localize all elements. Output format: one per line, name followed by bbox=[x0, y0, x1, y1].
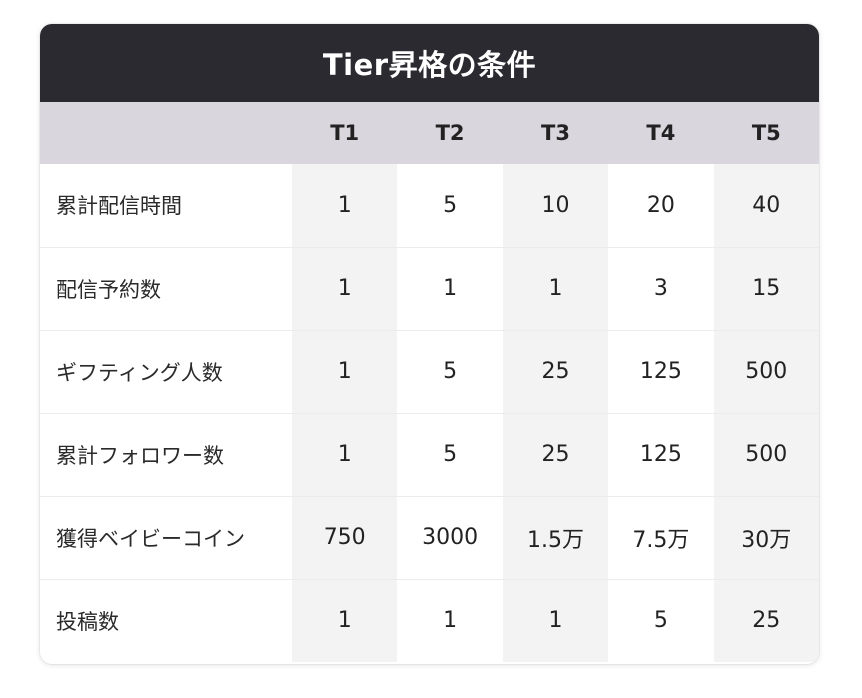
cell-t3: 1 bbox=[502, 247, 609, 330]
row-label: ギフティング人数 bbox=[56, 360, 223, 385]
header-tier-t4: T4 bbox=[646, 121, 676, 145]
cell-t4: 125 bbox=[639, 359, 682, 384]
cell-t5: 500 bbox=[713, 330, 819, 413]
cell-t4: 7.5万 bbox=[632, 527, 690, 553]
cell-t2: 5 bbox=[443, 442, 458, 467]
header-tier-t2: T2 bbox=[435, 121, 465, 145]
cell-t2: 5 bbox=[443, 192, 458, 218]
cell-t5: 40 bbox=[713, 164, 819, 247]
tier-conditions-table: T1 T2 T3 T4 T5 累計配信時間 1 5 10 20 40 配信予約数… bbox=[40, 102, 819, 662]
tier-conditions-card: Tier昇格の条件 T1 T2 T3 T4 T5 累計配信時間 1 5 10 2… bbox=[40, 24, 819, 664]
table-row: 獲得ベイビーコイン 750 3000 1.5万 7.5万 30万 bbox=[40, 496, 819, 579]
cell-t1: 1 bbox=[292, 579, 398, 662]
header-tier-t5: T5 bbox=[751, 121, 781, 145]
header-corner-cell bbox=[40, 102, 292, 164]
row-label: 累計配信時間 bbox=[56, 194, 182, 219]
header-tier-t3: T3 bbox=[541, 121, 570, 145]
cell-t2: 1 bbox=[443, 608, 458, 634]
cell-t5: 30万 bbox=[713, 496, 819, 579]
table-row: 累計フォロワー数 1 5 25 125 500 bbox=[40, 413, 819, 496]
cell-t1: 1 bbox=[292, 164, 398, 247]
table-row: ギフティング人数 1 5 25 125 500 bbox=[40, 330, 819, 413]
cell-t1: 1 bbox=[292, 330, 398, 413]
cell-t2: 3000 bbox=[422, 525, 479, 550]
row-label: 投稿数 bbox=[56, 609, 119, 634]
cell-t2: 5 bbox=[443, 359, 458, 384]
cell-t3: 25 bbox=[502, 413, 609, 496]
cell-t3: 1.5万 bbox=[502, 496, 609, 579]
row-label: 配信予約数 bbox=[56, 277, 161, 302]
table-header-row: T1 T2 T3 T4 T5 bbox=[40, 102, 819, 164]
header-tier-t1: T1 bbox=[330, 121, 360, 145]
cell-t5: 15 bbox=[713, 247, 819, 330]
cell-t5: 25 bbox=[713, 579, 819, 662]
cell-t3: 1 bbox=[502, 579, 609, 662]
row-label: 獲得ベイビーコイン bbox=[56, 526, 245, 551]
cell-t4: 5 bbox=[653, 608, 668, 634]
cell-t1: 1 bbox=[292, 247, 398, 330]
cell-t3: 25 bbox=[502, 330, 609, 413]
cell-t4: 125 bbox=[639, 442, 682, 467]
cell-t1: 1 bbox=[292, 413, 398, 496]
cell-t5: 500 bbox=[713, 413, 819, 496]
cell-t4: 20 bbox=[646, 192, 675, 218]
cell-t3: 10 bbox=[502, 164, 609, 247]
cell-t1: 750 bbox=[292, 496, 398, 579]
card-title: Tier昇格の条件 bbox=[40, 24, 819, 102]
table-row: 配信予約数 1 1 1 3 15 bbox=[40, 247, 819, 330]
cell-t4: 3 bbox=[653, 276, 668, 301]
table-row: 累計配信時間 1 5 10 20 40 bbox=[40, 164, 819, 247]
table-row: 投稿数 1 1 1 5 25 bbox=[40, 579, 819, 662]
row-label: 累計フォロワー数 bbox=[56, 443, 224, 468]
cell-t2: 1 bbox=[443, 276, 458, 301]
